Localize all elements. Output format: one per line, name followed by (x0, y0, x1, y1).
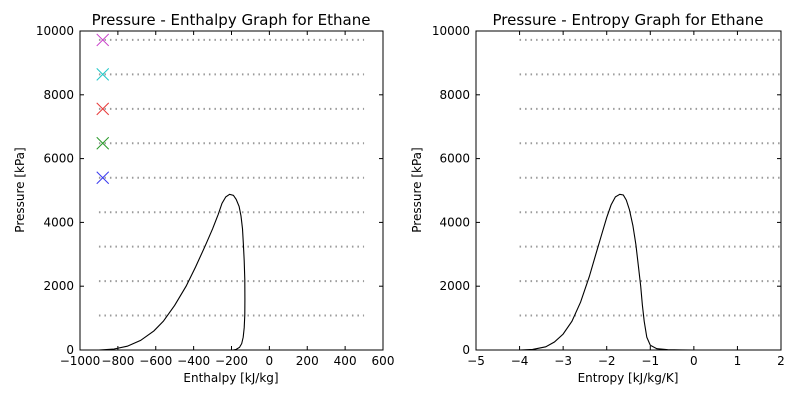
x-axis-label: Enthalpy [kJ/kg] (183, 371, 278, 385)
y-tick-label: 0 (66, 343, 74, 357)
x-tick-label: −4 (511, 354, 529, 368)
chart-title: Pressure - Entropy Graph for Ethane (492, 11, 763, 29)
x-tick-label: −200 (215, 354, 248, 368)
y-tick-label: 0 (462, 343, 470, 357)
y-axis-label: Pressure [kPa] (13, 147, 27, 232)
x-marker (96, 171, 110, 185)
x-tick-label: 0 (266, 354, 274, 368)
x-tick-label: 2 (777, 354, 785, 368)
chart-title: Pressure - Enthalpy Graph for Ethane (92, 11, 371, 29)
y-tick-label: 4000 (439, 215, 470, 229)
x-tick-label: 400 (334, 354, 357, 368)
y-tick-label: 4000 (43, 215, 74, 229)
x-marker-stroke (96, 33, 110, 47)
y-axis-label: Pressure [kPa] (410, 147, 424, 232)
x-marker (96, 33, 110, 47)
x-tick-label: −400 (177, 354, 210, 368)
y-tick-label: 6000 (43, 152, 74, 166)
saturation-dome-curve (519, 193, 707, 351)
x-tick-label: −600 (139, 354, 172, 368)
pressure-entropy-chart: Pressure - Entropy Graph for Ethane −5 −4… (410, 11, 785, 385)
x-tick-label: 600 (372, 354, 395, 368)
pressure-enthalpy-chart: Pressure - Enthalpy Graph for Ethane −10… (13, 11, 394, 385)
y-tick-label: 2000 (439, 279, 470, 293)
plot-content (519, 38, 781, 351)
saturation-dome-curve (98, 193, 246, 351)
x-tick-label: −1 (641, 354, 659, 368)
x-tick-label: 1 (734, 354, 742, 368)
y-ticks: 0 2000 4000 6000 8000 10000 (36, 24, 383, 357)
x-marker-stroke (96, 171, 110, 185)
x-tick-label: 0 (690, 354, 698, 368)
x-tick-label: −3 (554, 354, 572, 368)
y-tick-label: 2000 (43, 279, 74, 293)
x-tick-label: −1000 (60, 354, 101, 368)
plot-frame (475, 30, 782, 351)
x-marker (96, 68, 110, 81)
y-tick-label: 8000 (439, 88, 470, 102)
x-marker (96, 102, 110, 116)
x-ticks: −1000 −800 −600 −400 −200 0 200 400 600 (60, 31, 395, 368)
x-tick-label: −800 (101, 354, 134, 368)
x-marker (96, 136, 110, 150)
y-ticks: 0 2000 4000 6000 8000 10000 (432, 24, 781, 357)
x-tick-label: 200 (296, 354, 319, 368)
plot-frame (79, 30, 384, 351)
y-tick-label: 10000 (36, 24, 74, 38)
x-tick-label: −2 (598, 354, 616, 368)
plot-content (96, 33, 365, 351)
x-marker-stroke (96, 68, 110, 81)
x-marker-stroke (96, 102, 110, 116)
x-axis-label: Entropy [kJ/kg/K] (578, 371, 679, 385)
y-tick-label: 10000 (432, 24, 470, 38)
y-tick-label: 6000 (439, 152, 470, 166)
y-tick-label: 8000 (43, 88, 74, 102)
x-marker-stroke (96, 136, 110, 150)
x-tick-label: −5 (467, 354, 485, 368)
x-ticks: −5 −4 −3 −2 −1 0 1 2 (467, 31, 785, 368)
